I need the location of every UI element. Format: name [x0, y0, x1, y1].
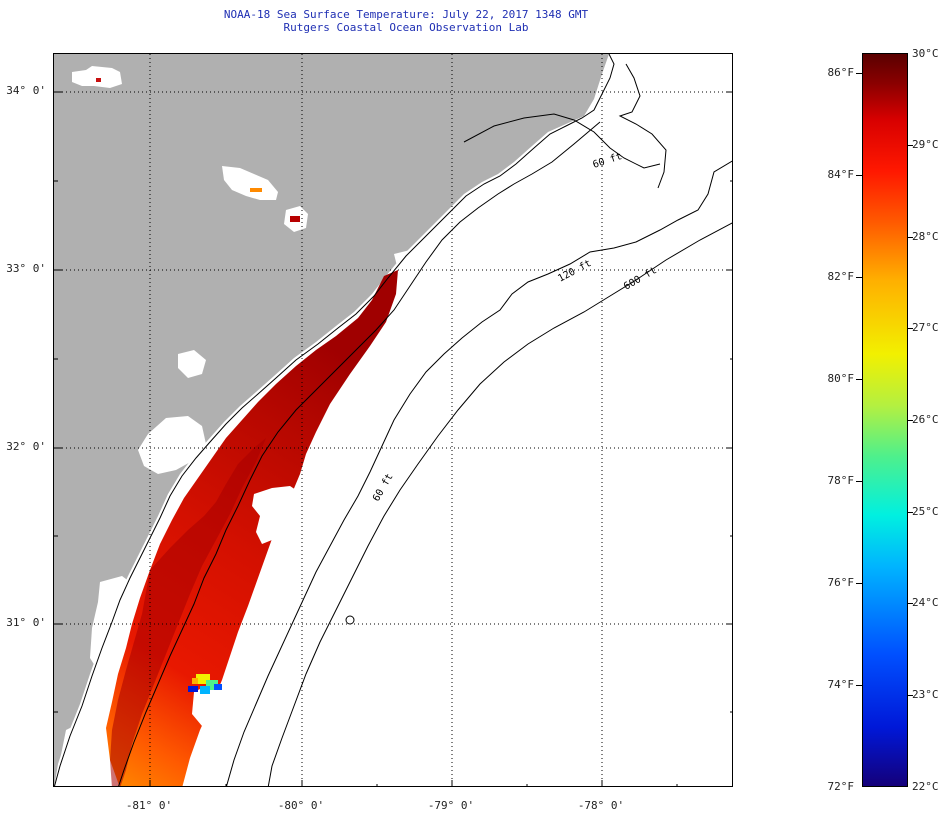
sst-speck — [250, 188, 262, 192]
latitude-label: 33° 0' — [6, 262, 46, 275]
longitude-label: -81° 0' — [125, 799, 173, 812]
colorbar-c-label: 29°C — [912, 138, 939, 151]
colorbar-f-label: 74°F — [827, 678, 855, 691]
isobath-60ft — [118, 121, 601, 786]
colorbar-f-label: 80°F — [827, 372, 855, 385]
colorbar-c-label: 30°C — [912, 47, 939, 60]
colorbar-f-label: 82°F — [827, 270, 855, 283]
longitude-label: -80° 0' — [277, 799, 325, 812]
seamount-contour — [345, 615, 355, 625]
colorbar-f-label: 86°F — [827, 66, 855, 79]
colorbar-f-label: 78°F — [827, 474, 855, 487]
cloud-patch — [72, 66, 122, 88]
sst-speck — [96, 78, 101, 82]
sst-map: 120 ft 600 ft 60 ft 60 ft — [53, 53, 733, 787]
cloud-patch — [58, 724, 82, 784]
cloud-patch — [222, 166, 278, 200]
map-title: NOAA-18 Sea Surface Temperature: July 22… — [223, 8, 589, 21]
frame-ticks — [54, 91, 732, 786]
graticule — [54, 54, 732, 786]
coastline — [54, 54, 615, 786]
cloud-patch — [394, 250, 438, 284]
colorbar-c-label: 26°C — [912, 413, 939, 426]
sst-swath — [106, 270, 398, 786]
land-mass — [54, 54, 609, 786]
coastline-sounds — [618, 63, 667, 189]
colorbar-c-label: 22°C — [912, 780, 939, 793]
cloud-gap — [252, 486, 302, 544]
cloud-patch — [178, 350, 206, 378]
cold-anomaly — [188, 674, 222, 694]
latitude-label: 32° 0' — [6, 440, 46, 453]
isobath-label: 60 ft — [592, 151, 624, 171]
isobath-label: 120 ft — [556, 258, 593, 285]
cloud-gap — [192, 684, 224, 726]
isobath-120ft — [226, 160, 732, 786]
colorbar-f-label: 72°F — [827, 780, 855, 793]
colorbar-c-label: 27°C — [912, 321, 939, 334]
longitude-label: -78° 0' — [577, 799, 625, 812]
latitude-label: 31° 0' — [6, 616, 46, 629]
isobath-label: 600 ft — [622, 265, 659, 293]
colorbar-c-label: 24°C — [912, 596, 939, 609]
cloud-patch — [138, 416, 206, 474]
sst-swath-coastal-band — [110, 438, 266, 786]
latitude-label: 34° 0' — [6, 84, 46, 97]
colorbar-f-label: 76°F — [827, 576, 855, 589]
colorbar-c-label: 25°C — [912, 505, 939, 518]
colorbar-c-label: 23°C — [912, 688, 939, 701]
colorbar-f-label: 84°F — [827, 168, 855, 181]
isobath-600ft — [267, 222, 732, 786]
colorbar-c-label: 28°C — [912, 230, 939, 243]
map-subtitle: Rutgers Coastal Ocean Observation Lab — [283, 21, 529, 34]
isobath-label: 60 ft — [371, 472, 396, 504]
colorbar — [862, 53, 908, 787]
longitude-label: -79° 0' — [427, 799, 475, 812]
isobath-60ft-north — [463, 113, 661, 169]
sst-speck — [290, 216, 300, 222]
sst-map-canvas: 120 ft 600 ft 60 ft 60 ft — [54, 54, 732, 786]
